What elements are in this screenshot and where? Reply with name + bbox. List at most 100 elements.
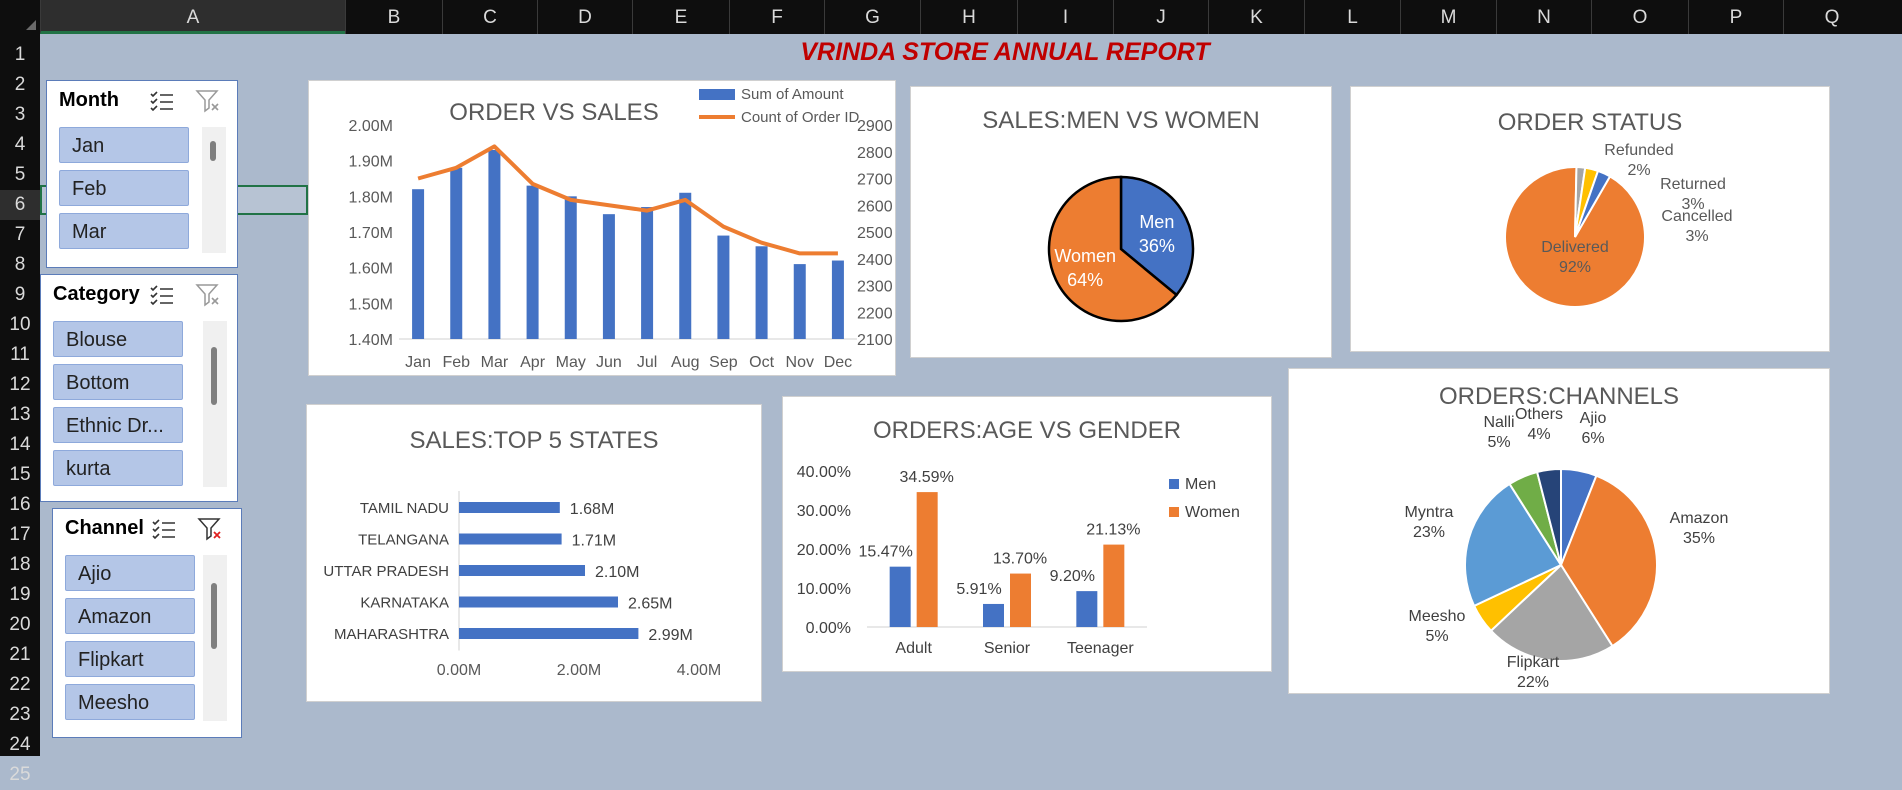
row-header-4[interactable]: 4 bbox=[14, 134, 26, 155]
row-header-25[interactable]: 25 bbox=[9, 764, 31, 785]
pie-label: Flipkart bbox=[1507, 654, 1560, 671]
clear-filter-icon[interactable] bbox=[197, 517, 223, 541]
legend-swatch bbox=[1169, 479, 1179, 489]
bar bbox=[459, 502, 560, 513]
multi-select-icon[interactable] bbox=[149, 283, 175, 307]
orders-channels-chart[interactable]: ORDERS:CHANNELS Ajio 6% Amazon 35% Flipkart 2… bbox=[1288, 368, 1830, 694]
slicer-item-meesho[interactable]: Meesho bbox=[65, 684, 195, 720]
slicer-scrollbar[interactable] bbox=[203, 555, 227, 721]
pie-percent: 64% bbox=[1067, 270, 1103, 290]
clear-filter-icon[interactable] bbox=[195, 89, 221, 113]
row-header-22[interactable]: 22 bbox=[9, 674, 31, 695]
row-header-3[interactable]: 3 bbox=[14, 104, 26, 125]
column-header-p[interactable]: P bbox=[1688, 0, 1783, 34]
multi-select-icon[interactable] bbox=[149, 89, 175, 113]
column-header-c[interactable]: C bbox=[442, 0, 537, 34]
pie-label: Ajio bbox=[1580, 410, 1607, 427]
slicer-item-bottom[interactable]: Bottom bbox=[53, 364, 183, 400]
column-header-q[interactable]: Q bbox=[1783, 0, 1880, 34]
column-header-m[interactable]: M bbox=[1400, 0, 1496, 34]
y-tick-label: 40.00% bbox=[797, 464, 851, 481]
slicer-item-mar[interactable]: Mar bbox=[59, 213, 189, 249]
x-tick-label: Mar bbox=[481, 354, 509, 371]
clear-filter-icon[interactable] bbox=[195, 283, 221, 307]
row-header-18[interactable]: 18 bbox=[9, 554, 31, 575]
order-vs-sales-chart[interactable]: ORDER VS SALES 1.40M 1.50M 1.60M 1.70M 1.80M… bbox=[308, 80, 896, 376]
row-header-1[interactable]: 1 bbox=[14, 44, 26, 65]
y-tick-label: 20.00% bbox=[797, 542, 851, 559]
row-header-10[interactable]: 10 bbox=[9, 314, 31, 335]
slicer-item-flipkart[interactable]: Flipkart bbox=[65, 641, 195, 677]
sales-top-5-states-chart[interactable]: SALES:TOP 5 STATES TAMIL NADU 1.68M TELANG… bbox=[306, 404, 762, 702]
row-header-15[interactable]: 15 bbox=[9, 464, 31, 485]
row-header-14[interactable]: 14 bbox=[9, 434, 31, 455]
row-header-11[interactable]: 11 bbox=[10, 344, 30, 365]
y-right-tick-label: 2900 bbox=[857, 118, 893, 135]
slicer-item-ajio[interactable]: Ajio bbox=[65, 555, 195, 591]
pie-percent: 6% bbox=[1581, 430, 1604, 447]
column-header-f[interactable]: F bbox=[729, 0, 824, 34]
slicer-item-feb[interactable]: Feb bbox=[59, 170, 189, 206]
row-header-21[interactable]: 21 bbox=[9, 644, 31, 665]
row-header-7[interactable]: 7 bbox=[14, 224, 26, 245]
slicer-scrollbar[interactable] bbox=[203, 321, 227, 487]
slicer-scrollbar[interactable] bbox=[202, 127, 226, 253]
y-left-tick-label: 1.80M bbox=[349, 189, 393, 206]
x-tick-label: 4.00M bbox=[677, 662, 721, 679]
pie-label: Men bbox=[1139, 212, 1174, 232]
select-all-corner[interactable] bbox=[0, 0, 40, 34]
row-header-9[interactable]: 9 bbox=[14, 284, 26, 305]
pie-percent: 3% bbox=[1681, 196, 1704, 213]
bar bbox=[793, 264, 806, 339]
order-status-chart[interactable]: ORDER STATUS Delivered 92% Refunded 2% Retur… bbox=[1350, 86, 1830, 352]
column-header-d[interactable]: D bbox=[537, 0, 632, 34]
pie-percent: 92% bbox=[1559, 259, 1591, 276]
column-header-g[interactable]: G bbox=[824, 0, 920, 34]
row-header-20[interactable]: 20 bbox=[9, 614, 31, 635]
slicer-item-kurta[interactable]: kurta bbox=[53, 450, 183, 486]
row-header-5[interactable]: 5 bbox=[14, 164, 26, 185]
column-header-a[interactable]: A bbox=[40, 0, 345, 34]
row-header-6[interactable]: 6 bbox=[0, 190, 40, 220]
row-header-8[interactable]: 8 bbox=[14, 254, 26, 275]
x-tick-label: Aug bbox=[671, 354, 699, 371]
row-header-13[interactable]: 13 bbox=[9, 404, 31, 425]
row-header-12[interactable]: 12 bbox=[9, 374, 31, 395]
column-header-i[interactable]: I bbox=[1017, 0, 1113, 34]
sales-men-women-chart[interactable]: SALES:MEN VS WOMEN Men 36% Women 64% bbox=[910, 86, 1332, 358]
y-left-tick-label: 1.50M bbox=[349, 296, 393, 313]
row-header-2[interactable]: 2 bbox=[14, 74, 26, 95]
pie-label: Refunded bbox=[1604, 142, 1673, 159]
row-header-23[interactable]: 23 bbox=[9, 704, 31, 725]
bar bbox=[488, 149, 501, 339]
x-tick-label: Senior bbox=[984, 640, 1031, 657]
row-header-19[interactable]: 19 bbox=[9, 584, 31, 605]
category-slicer[interactable]: Category Blouse Bottom Ethnic Dr... kurt… bbox=[40, 274, 238, 502]
column-header-b[interactable]: B bbox=[345, 0, 442, 34]
channel-slicer[interactable]: Channel Ajio Amazon Flipkart Meesho bbox=[52, 508, 242, 738]
multi-select-icon[interactable] bbox=[151, 517, 177, 541]
slicer-item-blouse[interactable]: Blouse bbox=[53, 321, 183, 357]
slicer-item-jan[interactable]: Jan bbox=[59, 127, 189, 163]
column-header-j[interactable]: J bbox=[1113, 0, 1208, 34]
column-header-e[interactable]: E bbox=[632, 0, 729, 34]
row-header-24[interactable]: 24 bbox=[9, 734, 31, 755]
legend-label: Women bbox=[1185, 504, 1240, 521]
column-header-n[interactable]: N bbox=[1496, 0, 1591, 34]
month-slicer[interactable]: Month Jan Feb Mar bbox=[46, 80, 238, 268]
chart-title: SALES:MEN VS WOMEN bbox=[982, 107, 1260, 134]
y-tick-label: 0.00% bbox=[806, 620, 851, 637]
data-label: 9.20% bbox=[1050, 568, 1095, 585]
pie-label: Meesho bbox=[1409, 608, 1466, 625]
x-tick-label: Teenager bbox=[1067, 640, 1134, 657]
slicer-item-amazon[interactable]: Amazon bbox=[65, 598, 195, 634]
row-header-16[interactable]: 16 bbox=[9, 494, 31, 515]
column-header-h[interactable]: H bbox=[920, 0, 1017, 34]
column-header-k[interactable]: K bbox=[1208, 0, 1304, 34]
orders-age-gender-chart[interactable]: ORDERS:AGE VS GENDER 0.00% 10.00% 20.00% 30… bbox=[782, 396, 1272, 672]
row-header-17[interactable]: 17 bbox=[9, 524, 31, 545]
y-right-tick-label: 2300 bbox=[857, 279, 893, 296]
slicer-item-ethnic-dress[interactable]: Ethnic Dr... bbox=[53, 407, 183, 443]
column-header-l[interactable]: L bbox=[1304, 0, 1400, 34]
column-header-o[interactable]: O bbox=[1591, 0, 1688, 34]
